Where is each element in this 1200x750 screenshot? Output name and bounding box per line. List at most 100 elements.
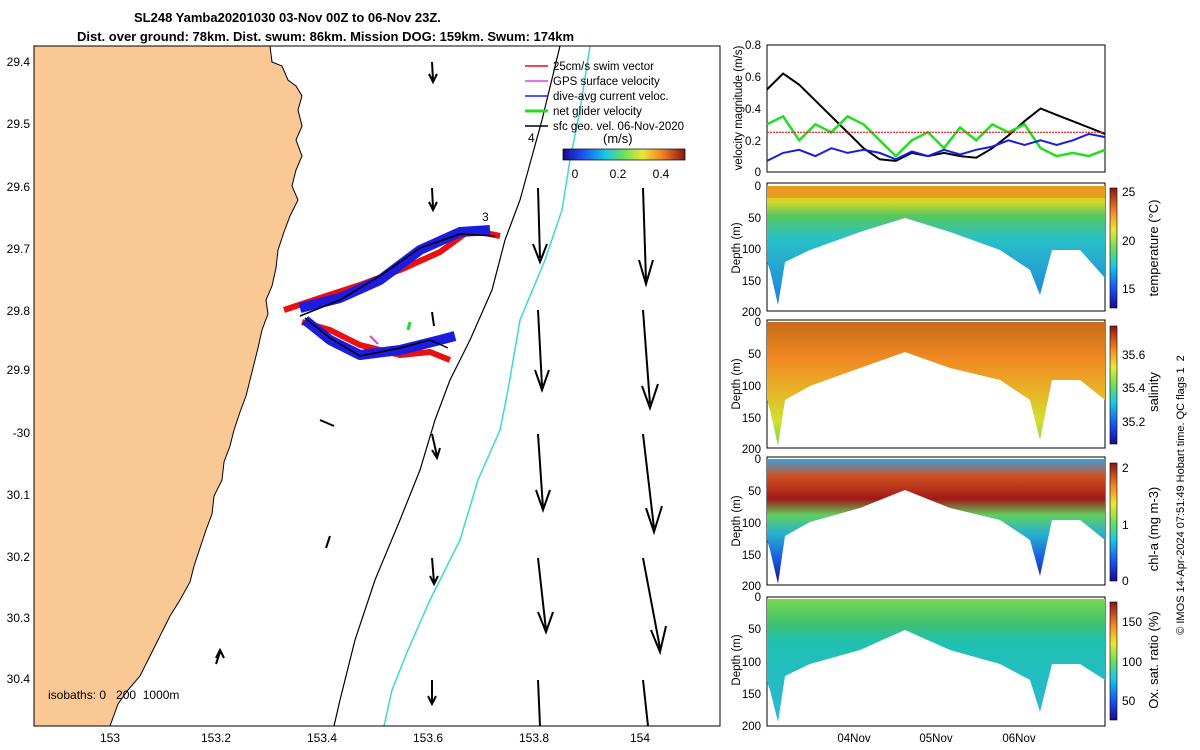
map-colorbar-ticks: 0 0.2 0.4 bbox=[572, 167, 670, 181]
svg-text:04Nov: 04Nov bbox=[837, 733, 870, 745]
svg-text:50: 50 bbox=[748, 624, 761, 636]
svg-text:30.3: 30.3 bbox=[7, 611, 31, 625]
svg-text:100: 100 bbox=[742, 518, 761, 530]
svg-text:200: 200 bbox=[742, 581, 761, 593]
velocity-ylabel: velocity magnitude (m/s) bbox=[733, 46, 745, 171]
svg-text:0: 0 bbox=[755, 454, 761, 466]
svg-text:35.6: 35.6 bbox=[1122, 348, 1146, 362]
section-chlorophyll: 0 50 100 150 200 Depth (m) 2 1 0 chl-a (… bbox=[731, 454, 1161, 593]
swim-vector-red bbox=[283, 227, 501, 363]
svg-text:0: 0 bbox=[755, 181, 761, 193]
velocity-series-0 bbox=[766, 72, 1106, 162]
svg-text:100: 100 bbox=[742, 244, 761, 256]
section-time-ticks: 04Nov 05Nov 06Nov bbox=[837, 733, 1035, 745]
svg-text:150: 150 bbox=[1122, 615, 1142, 629]
track-marker-4: 4 bbox=[528, 131, 535, 145]
glider-track bbox=[299, 233, 496, 357]
svg-text:153: 153 bbox=[100, 731, 120, 745]
svg-text:salinity: salinity bbox=[1146, 372, 1161, 412]
svg-text:0.4: 0.4 bbox=[653, 167, 670, 181]
svg-text:153.8: 153.8 bbox=[519, 731, 549, 745]
legend-gps-velocity: GPS surface velocity bbox=[553, 76, 660, 88]
svg-text:Depth (m): Depth (m) bbox=[731, 358, 743, 409]
section-temperature: 0 50 100 150 200 Depth (m) 25 20 15 temp… bbox=[731, 181, 1161, 319]
svg-text:25: 25 bbox=[1122, 185, 1136, 199]
svg-text:Depth (m): Depth (m) bbox=[731, 222, 743, 273]
svg-text:-30: -30 bbox=[13, 426, 31, 440]
chart-title-line-2: Dist. over ground: 78km. Dist. swum: 86k… bbox=[77, 29, 575, 44]
svg-text:30.2: 30.2 bbox=[7, 550, 31, 564]
track-marker-3: 3 bbox=[482, 210, 489, 224]
svg-text:29.7: 29.7 bbox=[7, 242, 31, 256]
vel-ytick: 0.4 bbox=[745, 104, 762, 116]
legend-geostrophic-velocity: sfc geo. vel. 06-Nov-2020 bbox=[553, 121, 684, 133]
legend-net-glider-velocity: net glider velocity bbox=[553, 106, 642, 118]
velocity-lines bbox=[766, 72, 1106, 162]
svg-text:30.4: 30.4 bbox=[7, 672, 31, 686]
svg-text:100: 100 bbox=[742, 657, 761, 669]
legend-dive-avg-current: dive-avg current veloc. bbox=[553, 91, 669, 103]
net-glider-velocity bbox=[406, 321, 412, 331]
map-frame bbox=[33, 45, 721, 727]
map-colorbar-title: (m/s) bbox=[603, 131, 633, 146]
svg-text:2: 2 bbox=[1122, 461, 1129, 475]
isobath-200m bbox=[333, 46, 561, 726]
svg-text:0: 0 bbox=[755, 317, 761, 329]
svg-text:0.2: 0.2 bbox=[610, 167, 627, 181]
gps-arrow bbox=[369, 335, 379, 345]
velocity-panel: 0.8 0.6 0.4 0.2 0 velocity magnitude (m/… bbox=[733, 40, 1106, 179]
svg-text:200: 200 bbox=[742, 444, 761, 456]
svg-text:0: 0 bbox=[1122, 574, 1129, 588]
geostrophic-vectors bbox=[215, 61, 667, 726]
svg-text:29.5: 29.5 bbox=[7, 117, 31, 131]
legend-swim-vector: 25cm/s swim vector bbox=[553, 61, 654, 73]
svg-text:153.4: 153.4 bbox=[307, 731, 337, 745]
svg-text:153.2: 153.2 bbox=[201, 731, 231, 745]
svg-text:50: 50 bbox=[1122, 694, 1136, 708]
map-x-ticks: 153 153.2 153.4 153.6 153.8 154 bbox=[100, 731, 650, 745]
svg-text:29.6: 29.6 bbox=[7, 180, 31, 194]
svg-text:50: 50 bbox=[748, 486, 761, 498]
svg-text:153.6: 153.6 bbox=[413, 731, 443, 745]
svg-text:0: 0 bbox=[755, 592, 761, 604]
svg-text:100: 100 bbox=[742, 381, 761, 393]
svg-text:06Nov: 06Nov bbox=[1002, 733, 1035, 745]
svg-text:50: 50 bbox=[748, 349, 761, 361]
svg-text:05Nov: 05Nov bbox=[919, 733, 952, 745]
velocity-series-1 bbox=[766, 114, 1106, 158]
svg-text:Depth (m): Depth (m) bbox=[731, 495, 743, 546]
svg-text:1: 1 bbox=[1122, 518, 1129, 532]
copyright-note: © IMOS 14-Apr-2024 07:51:49 Hobart time.… bbox=[1175, 355, 1187, 635]
svg-text:150: 150 bbox=[742, 413, 761, 425]
svg-text:29.4: 29.4 bbox=[7, 55, 31, 69]
svg-text:0: 0 bbox=[572, 167, 579, 181]
chart-title-line-1: SL248 Yamba20201030 03-Nov 00Z to 06-Nov… bbox=[134, 10, 441, 25]
vel-ytick: 0.6 bbox=[745, 72, 761, 84]
svg-text:150: 150 bbox=[742, 276, 761, 288]
vel-ytick: 0 bbox=[755, 167, 761, 179]
map-legend: 25cm/s swim vector GPS surface velocity … bbox=[525, 61, 684, 133]
map-colorbar bbox=[562, 148, 686, 161]
svg-text:Depth (m): Depth (m) bbox=[731, 634, 743, 685]
map-y-ticks: 29.4 29.5 29.6 29.7 29.8 29.9 -30 30.1 3… bbox=[7, 55, 31, 686]
svg-text:50: 50 bbox=[748, 213, 761, 225]
vel-ytick: 0.8 bbox=[745, 40, 761, 52]
svg-text:30.1: 30.1 bbox=[7, 488, 31, 502]
svg-text:Ox. sat. ratio (%): Ox. sat. ratio (%) bbox=[1146, 611, 1161, 709]
svg-text:150: 150 bbox=[742, 689, 761, 701]
section-salinity: 0 50 100 150 200 Depth (m) 35.6 35.4 35.… bbox=[731, 317, 1161, 456]
svg-text:temperature (°C): temperature (°C) bbox=[1146, 200, 1161, 297]
velocity-series-2 bbox=[766, 132, 1106, 162]
svg-text:15: 15 bbox=[1122, 282, 1136, 296]
svg-text:35.4: 35.4 bbox=[1122, 381, 1146, 395]
svg-text:29.9: 29.9 bbox=[7, 363, 31, 377]
svg-text:100: 100 bbox=[1122, 655, 1142, 669]
svg-text:chl-a (mg m-3): chl-a (mg m-3) bbox=[1146, 487, 1161, 572]
isobaths-label: isobaths: 0 200 1000m bbox=[48, 688, 179, 702]
svg-text:20: 20 bbox=[1122, 234, 1136, 248]
ship-track bbox=[383, 46, 591, 726]
svg-text:150: 150 bbox=[742, 550, 761, 562]
svg-text:200: 200 bbox=[742, 307, 761, 319]
svg-text:29.8: 29.8 bbox=[7, 304, 31, 318]
